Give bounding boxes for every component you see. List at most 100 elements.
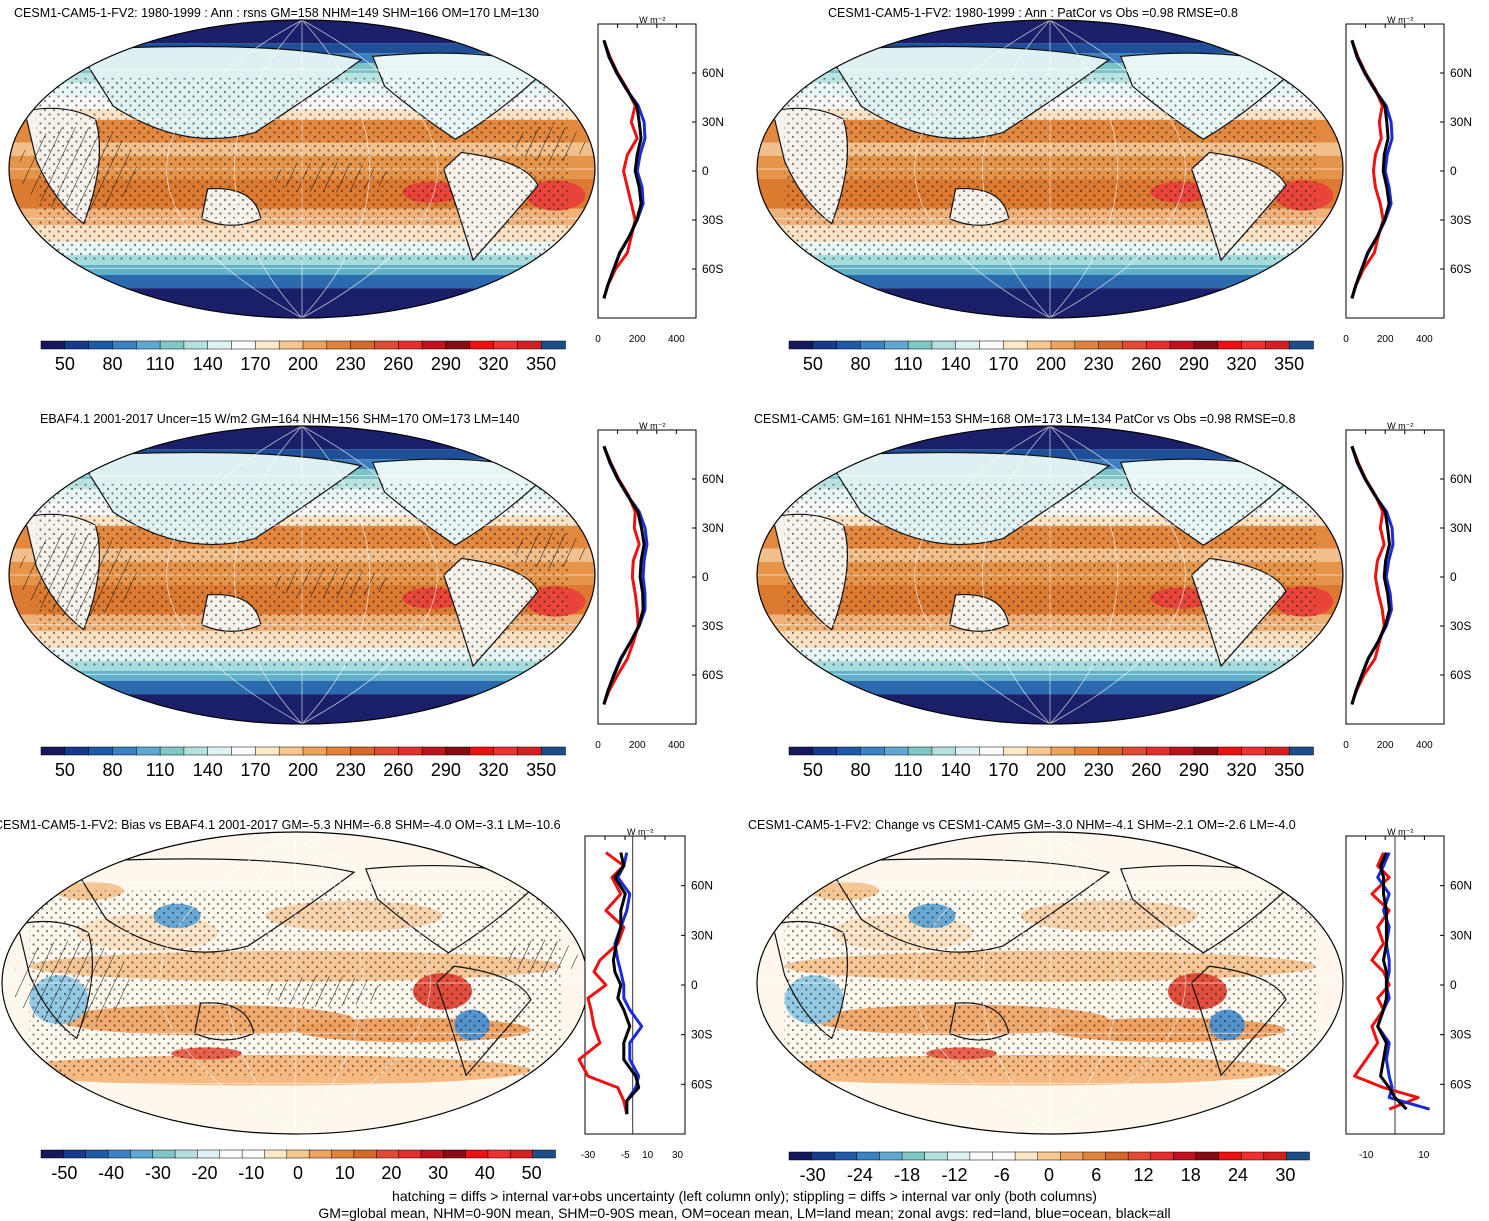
latitude-tick-label: 60S [702, 262, 723, 276]
colorbar-segment [465, 1149, 489, 1159]
x-tick-label: 400 [668, 740, 685, 751]
colorbar-tick-label: 12 [1133, 1165, 1154, 1185]
colorbar-segment [231, 340, 257, 350]
colorbar-tick-label: 140 [192, 354, 223, 374]
colorbar-segment [331, 1149, 355, 1159]
colorbar-segment [159, 746, 185, 756]
graticule-meridian [294, 832, 364, 1134]
colorbar-segment [302, 340, 328, 350]
colorbar-segment [219, 1149, 243, 1159]
colorbar-segment [812, 340, 838, 350]
zonal-unit-label: W m⁻² [639, 421, 665, 431]
colorbar-segment [955, 746, 981, 756]
latitude-tick-label: 30S [1450, 1028, 1471, 1042]
zonal-unit-label: W m⁻² [1387, 15, 1413, 25]
colorbar-segment [836, 340, 862, 350]
x-tick-label: 200 [629, 740, 646, 751]
world-map [1, 831, 589, 1135]
colorbar-segment [979, 746, 1005, 756]
panel-title: CESM1-CAM5-1-FV2: Change vs CESM1-CAM5 G… [748, 818, 1296, 832]
zonal-line-ocean [613, 852, 644, 1115]
latitude-tick-label: 0 [1450, 978, 1457, 992]
colorbar-segment [1037, 1151, 1062, 1161]
colorbar-segment [286, 1149, 310, 1159]
colorbar-segment [88, 746, 114, 756]
x-tick-label: 200 [1377, 740, 1394, 751]
colorbar-segment [1265, 340, 1290, 350]
zonal-line-all [1350, 445, 1391, 705]
zonal-line-land [1353, 851, 1420, 1111]
colorbar-segment [1263, 1151, 1288, 1161]
world-map [8, 19, 596, 319]
colorbar-segment [833, 1151, 858, 1161]
graticule-meridian [233, 426, 303, 724]
graticule-meridian [301, 20, 371, 318]
colorbar-segment [63, 1149, 87, 1159]
x-tick-label: 0 [595, 334, 601, 345]
colorbar-segment [112, 340, 138, 350]
colorbar-segment [1150, 1151, 1175, 1161]
colorbar-tick-label: 350 [526, 760, 557, 780]
colorbar-segment [1003, 340, 1028, 350]
graticule-meridian [301, 426, 371, 724]
x-tick-label: -10 [1359, 1150, 1374, 1161]
colorbar-tick-label: 260 [1131, 354, 1162, 374]
panel-title: EBAF4.1 2001-2017 Uncer=15 W/m2 GM=164 N… [40, 412, 520, 426]
panel-title: CESM1-CAM5-1-FV2: 1980-1999 : Ann : rsns… [14, 6, 539, 20]
colorbar-segment [1217, 340, 1243, 350]
graticule-meridian [159, 832, 296, 1134]
colorbar [788, 746, 1314, 756]
colorbar-segment [788, 1151, 813, 1161]
zonal-line-all [1350, 39, 1391, 299]
graticule-meridian [981, 426, 1051, 724]
graticule-meridian [233, 20, 303, 318]
colorbar-segment [264, 1149, 288, 1159]
latitude-tick-label: 60N [702, 472, 724, 486]
latitude-tick-label: 30S [1450, 619, 1471, 633]
colorbar-tick-label: 50 [521, 1163, 542, 1183]
colorbar-segment [540, 340, 566, 350]
colorbar-segment [517, 746, 542, 756]
x-tick-label: 0 [595, 740, 601, 751]
colorbar-segment [1098, 340, 1124, 350]
colorbar-segment [924, 1151, 949, 1161]
colorbar-segment [493, 340, 519, 350]
graticule-meridian [1049, 426, 1186, 724]
colorbar-segment [40, 746, 66, 756]
colorbar-segment [1218, 1151, 1242, 1161]
colorbar-segment [931, 340, 957, 350]
colorbar-segment [1026, 340, 1052, 350]
colorbar-tick-label: 110 [893, 354, 923, 374]
graticule-meridian [981, 20, 1051, 318]
latitude-tick-label: 60N [691, 879, 713, 893]
colorbar-tick-label: -40 [98, 1163, 125, 1183]
colorbar-tick-label: 18 [1180, 1165, 1201, 1185]
colorbar-tick-label: -30 [799, 1165, 826, 1185]
colorbar-segment [278, 746, 304, 756]
colorbar-segment [207, 340, 233, 350]
colorbar [788, 1151, 1310, 1161]
colorbar-segment [1169, 340, 1195, 350]
x-tick-label: -30 [581, 1150, 596, 1161]
zonal-average-plot: W m⁻² 60N 30N 0 30S 60S 0 200 400 [1343, 15, 1472, 345]
latitude-tick-label: 30S [691, 1028, 712, 1042]
latitude-tick-label: 60S [702, 668, 723, 682]
colorbar-tick-label: 320 [478, 354, 509, 374]
latitude-tick-label: 60S [1450, 668, 1471, 682]
colorbar-segment [353, 1149, 377, 1159]
colorbar-segment [1127, 1151, 1152, 1161]
colorbar-tick-label: 0 [292, 1163, 304, 1183]
colorbar-tick-label: -20 [191, 1163, 218, 1183]
colorbar-segment [1122, 340, 1148, 350]
latitude-tick-label: 30S [702, 213, 723, 227]
colorbar-segment [64, 746, 90, 756]
world-map [756, 425, 1344, 725]
colorbar-segment [241, 1149, 266, 1159]
colorbar-segment [308, 1149, 333, 1159]
colorbar-segment [40, 1149, 65, 1159]
colorbar-segment [350, 340, 376, 350]
colorbar-tick-label: 80 [102, 760, 123, 780]
colorbar-segment [302, 746, 328, 756]
colorbar-segment [979, 340, 1005, 350]
colorbar-segment [969, 1151, 994, 1161]
